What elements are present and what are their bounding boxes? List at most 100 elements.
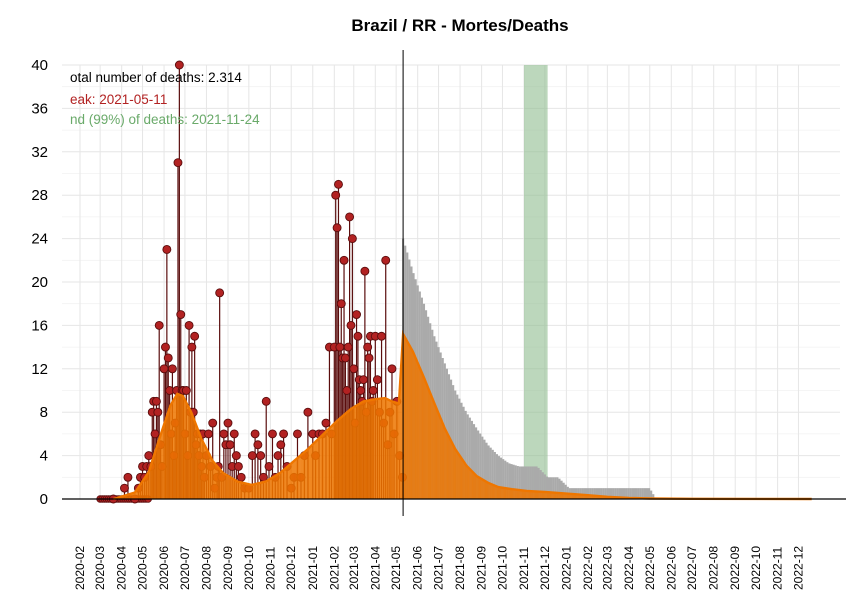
observed-point xyxy=(332,223,342,233)
x-tick-label: 2022-07 xyxy=(685,546,699,590)
x-tick-label: 2021-12 xyxy=(538,546,552,590)
observed-point xyxy=(253,440,263,450)
observed-point xyxy=(173,158,183,168)
observed-point xyxy=(331,190,341,200)
observed-point xyxy=(336,299,346,309)
observed-point xyxy=(334,179,343,189)
observed-point xyxy=(343,342,353,352)
x-tick-label: 2022-02 xyxy=(581,546,595,590)
x-tick-label: 2021-05 xyxy=(389,546,403,590)
observed-point xyxy=(387,364,397,374)
observed-point xyxy=(174,60,184,70)
x-tick-label: 2021-08 xyxy=(453,546,467,590)
observed-point xyxy=(204,429,213,439)
observed-point xyxy=(293,429,302,439)
observed-point xyxy=(219,429,229,439)
x-tick-label: 2022-09 xyxy=(728,546,742,590)
y-tick-label: 28 xyxy=(31,187,48,204)
annotations: otal number of deaths: 2.314 eak: 2021-0… xyxy=(70,70,260,127)
axes xyxy=(62,50,846,516)
x-tick-label: 2020-06 xyxy=(157,546,171,590)
end-band xyxy=(524,65,548,499)
x-tick-label: 2021-03 xyxy=(347,546,361,590)
x-tick-label: 2020-09 xyxy=(221,546,235,590)
y-tick-label: 12 xyxy=(31,361,48,378)
y-tick-label: 40 xyxy=(31,57,48,74)
x-tick-label: 2020-02 xyxy=(73,546,87,590)
y-tick-label: 20 xyxy=(31,274,48,291)
observed-point xyxy=(154,320,164,330)
x-tick-label: 2022-06 xyxy=(664,546,678,590)
observed-point xyxy=(352,310,361,319)
observed-point xyxy=(225,440,235,450)
observed-point xyxy=(181,386,191,395)
x-tick-label: 2021-09 xyxy=(475,546,489,590)
x-tick-label: 2022-01 xyxy=(559,546,573,590)
observed-point xyxy=(353,331,363,341)
observed-point xyxy=(347,234,357,244)
observed-point xyxy=(215,288,225,298)
observed-point xyxy=(279,429,289,439)
observed-point xyxy=(229,429,239,439)
observed-point xyxy=(349,364,359,374)
observed-point xyxy=(342,386,352,395)
observed-point xyxy=(335,342,345,352)
observed-point xyxy=(381,255,391,265)
x-tick-label: 2021-01 xyxy=(306,546,320,590)
observed-point xyxy=(250,429,260,439)
observed-point xyxy=(150,429,160,439)
observed-point xyxy=(208,418,218,428)
observed-point xyxy=(256,451,266,461)
y-tick-label: 36 xyxy=(31,100,48,117)
x-tick-label: 2022-04 xyxy=(622,546,636,590)
x-tick-label: 2021-02 xyxy=(327,546,341,590)
observed-point xyxy=(356,386,366,395)
y-tick-label: 8 xyxy=(40,404,48,421)
y-tick-label: 4 xyxy=(40,448,48,465)
x-tick-label: 2020-03 xyxy=(93,546,107,590)
x-tick-label: 2022-05 xyxy=(643,546,657,590)
observed-point xyxy=(163,353,173,363)
annotation-total: otal number of deaths: 2.314 xyxy=(70,70,242,85)
observed-point xyxy=(264,462,274,471)
x-tick-label: 2021-11 xyxy=(517,547,531,590)
x-tick-label: 2022-11 xyxy=(771,547,785,590)
x-tick-label: 2020-04 xyxy=(115,546,129,590)
observed-point xyxy=(151,396,161,406)
x-tick-label: 2020-07 xyxy=(178,546,192,590)
observed-point xyxy=(123,472,133,482)
x-tick-label: 2021-04 xyxy=(368,546,382,590)
observed-point xyxy=(223,418,233,428)
observed-point xyxy=(276,440,286,450)
y-tick-label: 32 xyxy=(31,144,48,161)
observed-point xyxy=(233,462,243,471)
annotation-peak: eak: 2021-05-11 xyxy=(70,92,167,107)
annotation-end: nd (99%) of deaths: 2021-11-24 xyxy=(70,112,260,127)
fit-line xyxy=(113,329,812,501)
y-tick-label: 0 xyxy=(40,491,48,508)
x-tick-label: 2020-11 xyxy=(263,547,277,590)
y-tick-label: 16 xyxy=(31,317,48,334)
observed-point xyxy=(339,255,349,265)
chart-title: Brazil / RR - Mortes/Deaths xyxy=(351,16,568,35)
x-tick-label: 2022-08 xyxy=(707,546,721,590)
observed-point xyxy=(345,212,355,222)
x-tick-label: 2021-06 xyxy=(411,546,425,590)
observed-point xyxy=(303,407,313,417)
observed-point xyxy=(364,353,374,363)
observed-point xyxy=(144,451,154,461)
observed-point xyxy=(363,342,373,352)
x-tick-label: 2020-10 xyxy=(242,546,256,590)
observed-point xyxy=(120,483,129,493)
observed-point xyxy=(247,451,257,461)
observed-point xyxy=(346,320,356,330)
observed-point xyxy=(167,364,177,374)
observed-point xyxy=(340,353,350,363)
observed-point xyxy=(190,331,200,341)
observed-point xyxy=(236,472,246,482)
x-tick-label: 2020-05 xyxy=(136,546,150,590)
observed-point xyxy=(176,310,186,319)
observed-point xyxy=(268,429,277,439)
